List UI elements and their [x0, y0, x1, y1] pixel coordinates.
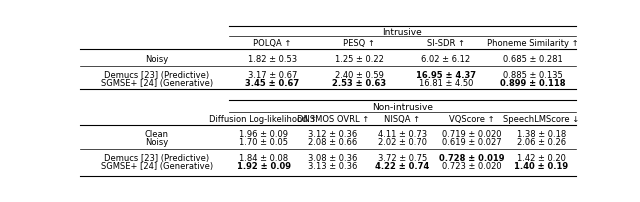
Text: 4.11 ± 0.73: 4.11 ± 0.73: [378, 129, 427, 138]
Text: 2.40 ± 0.59: 2.40 ± 0.59: [335, 70, 383, 79]
Text: 16.95 ± 4.37: 16.95 ± 4.37: [416, 70, 476, 79]
Text: 1.42 ± 0.20: 1.42 ± 0.20: [517, 153, 566, 162]
Text: 0.728 ± 0.019: 0.728 ± 0.019: [439, 153, 504, 162]
Text: 1.96 ± 0.09: 1.96 ± 0.09: [239, 129, 288, 138]
Text: 1.70 ± 0.05: 1.70 ± 0.05: [239, 137, 288, 146]
Text: 6.02 ± 6.12: 6.02 ± 6.12: [421, 54, 470, 63]
Text: 2.06 ± 0.26: 2.06 ± 0.26: [516, 137, 566, 146]
Text: 3.72 ± 0.75: 3.72 ± 0.75: [378, 153, 427, 162]
Text: Diffusion Log-likelihood ↑: Diffusion Log-likelihood ↑: [209, 115, 317, 124]
Text: Intrusive: Intrusive: [383, 27, 422, 36]
Text: Noisy: Noisy: [145, 54, 168, 63]
Text: Clean: Clean: [145, 129, 169, 138]
Text: 0.619 ± 0.027: 0.619 ± 0.027: [442, 137, 502, 146]
Text: 3.08 ± 0.36: 3.08 ± 0.36: [308, 153, 358, 162]
Text: Demucs [23] (Predictive): Demucs [23] (Predictive): [104, 153, 209, 162]
Text: DNSMOS OVRL ↑: DNSMOS OVRL ↑: [297, 115, 369, 124]
Text: PESQ ↑: PESQ ↑: [343, 39, 375, 48]
Text: 0.685 ± 0.281: 0.685 ± 0.281: [503, 54, 563, 63]
Text: Demucs [23] (Predictive): Demucs [23] (Predictive): [104, 70, 209, 79]
Text: SI-SDR ↑: SI-SDR ↑: [427, 39, 465, 48]
Text: Phoneme Similarity ↑: Phoneme Similarity ↑: [487, 39, 579, 48]
Text: 1.92 ± 0.09: 1.92 ± 0.09: [237, 161, 291, 170]
Text: 1.84 ± 0.08: 1.84 ± 0.08: [239, 153, 288, 162]
Text: SGMSE+ [24] (Generative): SGMSE+ [24] (Generative): [101, 79, 213, 88]
Text: Noisy: Noisy: [145, 137, 168, 146]
Text: 0.899 ± 0.118: 0.899 ± 0.118: [500, 79, 565, 88]
Text: 1.38 ± 0.18: 1.38 ± 0.18: [516, 129, 566, 138]
Text: 3.13 ± 0.36: 3.13 ± 0.36: [308, 161, 358, 170]
Text: Non-intrusive: Non-intrusive: [372, 102, 433, 112]
Text: 4.22 ± 0.74: 4.22 ± 0.74: [375, 161, 429, 170]
Text: 3.17 ± 0.67: 3.17 ± 0.67: [248, 70, 297, 79]
Text: 2.53 ± 0.63: 2.53 ± 0.63: [332, 79, 386, 88]
Text: NISQA ↑: NISQA ↑: [385, 115, 420, 124]
Text: 1.82 ± 0.53: 1.82 ± 0.53: [248, 54, 297, 63]
Text: SpeechLMScore ↓: SpeechLMScore ↓: [503, 115, 579, 124]
Text: 0.719 ± 0.020: 0.719 ± 0.020: [442, 129, 502, 138]
Text: 2.02 ± 0.70: 2.02 ± 0.70: [378, 137, 427, 146]
Text: 0.885 ± 0.135: 0.885 ± 0.135: [503, 70, 563, 79]
Text: 0.723 ± 0.020: 0.723 ± 0.020: [442, 161, 502, 170]
Text: 1.40 ± 0.19: 1.40 ± 0.19: [514, 161, 568, 170]
Text: 3.12 ± 0.36: 3.12 ± 0.36: [308, 129, 358, 138]
Text: 16.81 ± 4.50: 16.81 ± 4.50: [419, 79, 473, 88]
Text: SGMSE+ [24] (Generative): SGMSE+ [24] (Generative): [101, 161, 213, 170]
Text: POLQA ↑: POLQA ↑: [253, 39, 291, 48]
Text: 2.08 ± 0.66: 2.08 ± 0.66: [308, 137, 358, 146]
Text: 3.45 ± 0.67: 3.45 ± 0.67: [245, 79, 300, 88]
Text: VQScore ↑: VQScore ↑: [449, 115, 495, 124]
Text: 1.25 ± 0.22: 1.25 ± 0.22: [335, 54, 383, 63]
